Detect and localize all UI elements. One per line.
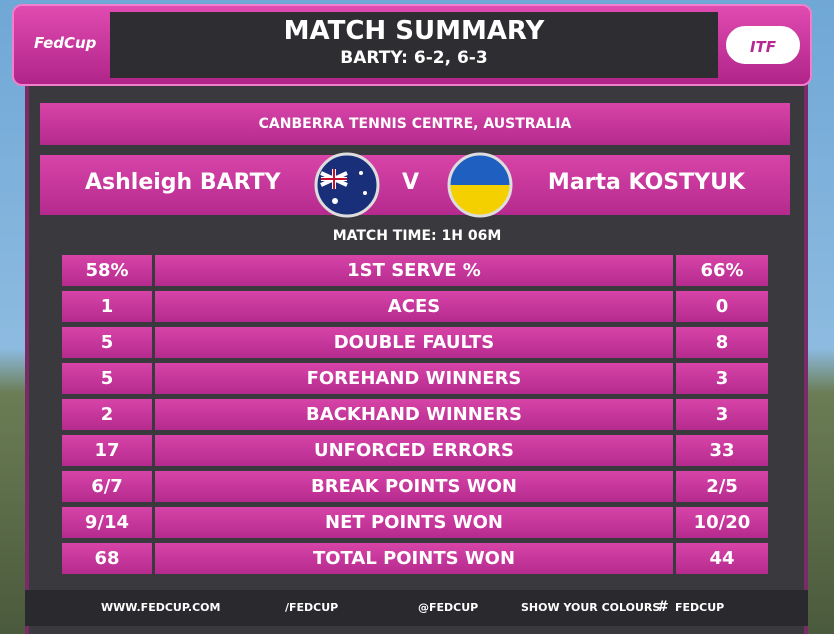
stat-left: 5: [62, 363, 152, 394]
stat-label: TOTAL POINTS WON: [155, 543, 673, 574]
header-center: MATCH SUMMARY BARTY: 6-2, 6-3: [110, 12, 718, 78]
stat-right: 66%: [676, 255, 768, 286]
stat-label: FOREHAND WINNERS: [155, 363, 673, 394]
itf-logo-text: ITF: [749, 38, 777, 56]
stat-left: 58%: [62, 255, 152, 286]
stat-right: 2/5: [676, 471, 768, 502]
versus: V: [402, 170, 420, 195]
stat-right: 10/20: [676, 507, 768, 538]
stat-right: 8: [676, 327, 768, 358]
footer-twitter: @FEDCUP: [418, 601, 479, 614]
title: MATCH SUMMARY: [283, 16, 545, 46]
stat-left: 17: [62, 435, 152, 466]
stat-right: 44: [676, 543, 768, 574]
player-right: Marta KOSTYUK: [547, 170, 745, 195]
stat-right: 3: [676, 399, 768, 430]
players-bar: Ashleigh BARTY V Marta KOSTYUK: [40, 152, 790, 218]
stat-label: UNFORCED ERRORS: [155, 435, 673, 466]
player-left: Ashleigh BARTY: [85, 170, 281, 195]
footer-tag: FEDCUP: [675, 601, 725, 614]
fedcup-logo: FedCup: [34, 34, 97, 52]
footer-slogan: SHOW YOUR COLOURS: [521, 601, 661, 614]
flag-ukraine: [447, 152, 513, 218]
stat-right: 0: [676, 291, 768, 322]
stat-left: 2: [62, 399, 152, 430]
stat-left: 6/7: [62, 471, 152, 502]
itf-logo: ITF: [726, 26, 800, 64]
stat-left: 68: [62, 543, 152, 574]
stat-label: 1ST SERVE %: [155, 255, 673, 286]
venue-bar: CANBERRA TENNIS CENTRE, AUSTRALIA: [40, 103, 790, 145]
stat-label: BACKHAND WINNERS: [155, 399, 673, 430]
footer-website: WWW.FEDCUP.COM: [101, 601, 221, 614]
subtitle: BARTY: 6-2, 6-3: [340, 48, 488, 68]
stat-left: 5: [62, 327, 152, 358]
flag-australia: [314, 152, 380, 218]
venue: CANBERRA TENNIS CENTRE, AUSTRALIA: [258, 116, 572, 132]
stat-label: DOUBLE FAULTS: [155, 327, 673, 358]
stat-label: ACES: [155, 291, 673, 322]
footer: WWW.FEDCUP.COM /FEDCUP @FEDCUP SHOW YOUR…: [25, 590, 808, 626]
stat-label: BREAK POINTS WON: [155, 471, 673, 502]
stat-left: 1: [62, 291, 152, 322]
stat-right: 3: [676, 363, 768, 394]
footer-facebook: /FEDCUP: [285, 601, 339, 614]
match-time: MATCH TIME: 1H 06M: [332, 228, 502, 244]
stat-right: 33: [676, 435, 768, 466]
stat-left: 9/14: [62, 507, 152, 538]
stat-label: NET POINTS WON: [155, 507, 673, 538]
footer-hashtag: #: [657, 599, 669, 615]
